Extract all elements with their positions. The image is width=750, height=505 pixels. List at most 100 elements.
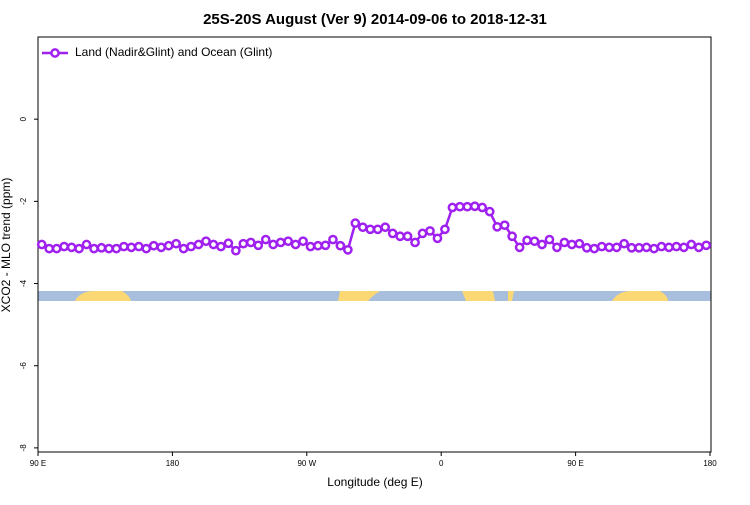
data-point: [686, 239, 697, 250]
data-point: [649, 243, 659, 254]
data-point: [268, 239, 279, 250]
data-point: [455, 201, 465, 212]
data-point: [44, 243, 55, 254]
data-point: [671, 241, 682, 252]
y-axis-label: XCO2 - MLO trend (ppm): [0, 178, 13, 313]
data-point: [59, 241, 69, 252]
y-tick-label: -4: [19, 279, 28, 287]
data-point: [238, 238, 249, 249]
data-point: [611, 242, 622, 253]
data-point: [343, 244, 353, 255]
data-point: [492, 221, 503, 232]
data-point: [201, 236, 211, 247]
land-shape: [612, 291, 668, 301]
legend-marker: [50, 48, 60, 58]
x-tick-label: 0: [439, 459, 444, 468]
x-axis-label: Longitude (deg E): [327, 475, 422, 489]
data-point: [96, 242, 107, 253]
data-point: [223, 238, 234, 249]
data-point: [74, 243, 84, 254]
data-point: [290, 239, 301, 250]
data-point: [395, 231, 405, 242]
data-point: [440, 224, 450, 235]
land-shape: [508, 291, 514, 301]
data-point: [477, 202, 488, 213]
data-point: [432, 233, 443, 244]
data-point: [335, 240, 346, 251]
data-point: [313, 240, 323, 251]
data-point: [499, 220, 510, 231]
data-point: [178, 243, 189, 254]
y-tick-label: -2: [19, 197, 28, 205]
data-point: [410, 237, 420, 248]
data-point: [679, 242, 689, 253]
data-point: [469, 201, 480, 212]
data-point: [36, 239, 47, 250]
data-point: [656, 241, 667, 252]
y-tick-label: 0: [19, 116, 28, 121]
data-point: [66, 242, 77, 253]
data-point: [305, 241, 316, 252]
data-point: [283, 236, 293, 247]
data-point: [596, 241, 607, 252]
data-point: [245, 237, 256, 248]
data-point: [163, 240, 174, 251]
data-point: [462, 201, 473, 212]
x-tick-label: 180: [703, 459, 717, 468]
data-point: [156, 242, 167, 253]
data-point: [701, 240, 712, 251]
chart-title: 25S-20S August (Ver 9) 2014-09-06 to 201…: [203, 11, 547, 28]
data-point: [148, 240, 159, 251]
data-point: [141, 243, 152, 254]
data-point: [51, 243, 62, 254]
data-point: [133, 241, 144, 252]
data-point: [619, 238, 629, 249]
data-point: [522, 235, 532, 246]
data-point: [693, 242, 704, 253]
data-point: [544, 234, 555, 245]
data-point: [641, 242, 652, 253]
data-point: [634, 242, 644, 253]
data-point: [372, 224, 383, 235]
data-point: [186, 241, 196, 252]
land-shape: [75, 291, 131, 301]
data-point: [357, 222, 368, 233]
data-point: [365, 224, 376, 235]
data-point: [537, 239, 547, 250]
data-point: [402, 231, 413, 242]
land-shape: [462, 291, 495, 301]
data-point: [171, 238, 181, 249]
y-tick-label: -8: [19, 444, 28, 452]
data-point: [552, 242, 562, 253]
data-point: [298, 236, 308, 247]
land-ocean-strip: [38, 291, 711, 301]
data-point: [89, 243, 99, 254]
data-point: [559, 237, 570, 248]
data-point: [81, 239, 92, 250]
x-tick-label: 90 W: [297, 459, 316, 468]
data-point: [567, 239, 577, 250]
data-point: [529, 236, 540, 247]
data-point: [126, 242, 137, 253]
y-tick-label: -6: [19, 362, 28, 370]
data-point: [589, 243, 600, 254]
data-point: [581, 242, 592, 253]
data-point: [514, 242, 525, 253]
data-point: [387, 228, 398, 239]
data-point: [260, 234, 271, 245]
data-point: [231, 245, 241, 256]
x-tick-label: 90 E: [30, 459, 46, 468]
data-point: [350, 218, 361, 228]
data-point: [328, 234, 338, 245]
data-point: [104, 243, 114, 254]
x-tick-label: 180: [166, 459, 180, 468]
data-point: [380, 222, 391, 233]
data-point: [447, 202, 458, 213]
data-point: [111, 243, 122, 254]
data-point: [417, 228, 428, 239]
data-point: [208, 239, 219, 250]
data-point: [626, 242, 637, 253]
data-point: [320, 240, 331, 251]
data-point: [604, 242, 615, 253]
